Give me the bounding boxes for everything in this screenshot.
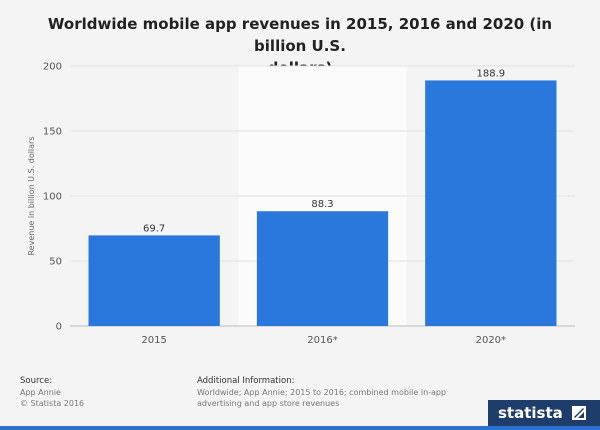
additional-info-line-1: Worldwide; App Annie; 2015 to 2016; comb… (197, 388, 447, 397)
source-block: Source: App Annie © Statista 2016 (20, 376, 84, 409)
source-line-2: © Statista 2016 (20, 399, 85, 408)
bar-value-label: 69.7 (143, 223, 165, 234)
chart-title-line-1: Worldwide mobile app revenues in 2015, 2… (47, 15, 553, 55)
additional-info-block: Additional Information: Worldwide; App A… (197, 376, 487, 409)
source-line-1: App Annie (20, 388, 61, 397)
statista-logo-icon (572, 406, 586, 420)
statista-logo[interactable]: statista (488, 400, 600, 426)
y-axis-label: Revenue in billion U.S. dollars (27, 136, 36, 255)
y-tick-label: 150 (43, 127, 62, 138)
plot-area: 0 50 100 150 200 Revenue in billion U.S. doll… (27, 62, 575, 346)
x-tick-label: 2015 (141, 335, 166, 346)
y-tick-label: 50 (49, 257, 62, 268)
source-header: Source: (20, 376, 53, 386)
y-tick-label: 100 (43, 192, 62, 203)
bar-value-label: 88.3 (311, 199, 333, 210)
additional-info-header: Additional Information: (197, 376, 295, 386)
bar-value-label: 188.9 (477, 68, 506, 79)
bar (425, 80, 557, 327)
bottom-stripe (0, 426, 600, 430)
bar (88, 235, 220, 326)
y-tick-label: 0 (56, 322, 62, 333)
bar (256, 211, 389, 326)
bar-chart: 0 50 100 150 200 Revenue in billion U.S. doll… (27, 62, 575, 346)
y-tick-label: 200 (43, 62, 62, 73)
additional-info-line-2: advertising and app store revenues (197, 399, 340, 408)
x-tick-label: 2016* (307, 335, 337, 346)
x-tick-label: 2020* (476, 335, 506, 346)
statista-wordmark: statista (498, 404, 563, 422)
